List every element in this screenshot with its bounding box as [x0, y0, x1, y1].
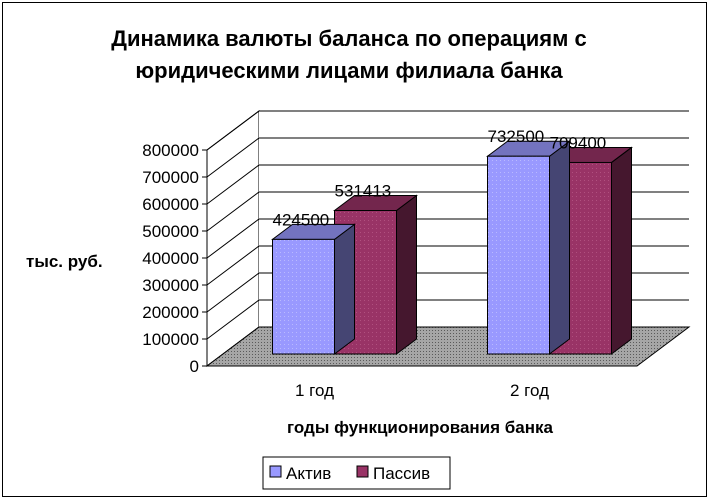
y-tick-label-6: 600000 [142, 195, 199, 214]
y-tick-label-5: 500000 [142, 222, 199, 241]
bar-1-0 [486, 140, 571, 355]
bar-0-0-front [272, 238, 335, 355]
chart-title: Динамика валюты баланса по операциям с ю… [111, 26, 586, 83]
legend-swatch-1 [356, 465, 369, 478]
y-tick-label-7: 700000 [142, 168, 199, 187]
y-tick-label-8: 800000 [142, 141, 199, 160]
bar-0-0-side [334, 223, 355, 355]
chart-title-line-1: Динамика валюты баланса по операциям с [111, 26, 586, 51]
bar-0-1-side [396, 194, 417, 355]
data-label-0-1: 531413 [335, 182, 392, 201]
y-tick-label-0: 0 [190, 357, 199, 376]
y-axis-ticks: 0 100000 200000 300000 400000 500000 600000 700… [142, 141, 208, 376]
bar-1-1-side [611, 146, 632, 355]
y-tick-label-1: 100000 [142, 330, 199, 349]
data-label-0-0: 424500 [273, 210, 330, 229]
data-label-1-0: 732500 [488, 127, 545, 146]
legend-swatch-0 [269, 465, 282, 478]
gridline-7 [206, 137, 689, 178]
x-axis-ticks: 1 год 2 год [295, 381, 549, 400]
bar-0-0 [271, 223, 356, 355]
y-tick-label-2: 200000 [142, 303, 199, 322]
bar-1-0-front [487, 155, 550, 355]
bar-1-0-side [549, 140, 570, 355]
legend-label-1: Пассив [373, 464, 430, 483]
chart-title-line-2: юридическими лицами филиала банка [135, 58, 563, 83]
x-tick-label-1: 2 год [510, 381, 549, 400]
gridline-8 [206, 110, 689, 151]
x-axis-label: годы функционирования банка [287, 418, 553, 437]
y-tick-label-4: 400000 [142, 249, 199, 268]
data-labels: 531413 424500 709400 732500 [273, 127, 607, 229]
data-label-1-1: 709400 [550, 133, 607, 152]
legend-label-0: Актив [286, 464, 331, 483]
y-axis-label: тыс. руб. [26, 252, 103, 271]
x-tick-label-0: 1 год [295, 381, 334, 400]
legend: Актив Пассив [262, 456, 451, 490]
y-tick-label-3: 300000 [142, 276, 199, 295]
bars [271, 140, 633, 355]
